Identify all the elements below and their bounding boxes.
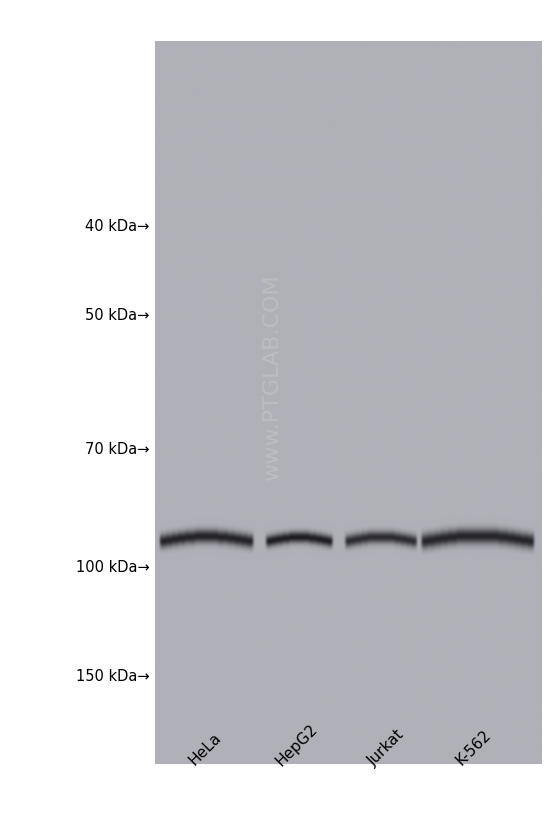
Text: 40 kDa→: 40 kDa→ <box>86 219 150 234</box>
Text: 70 kDa→: 70 kDa→ <box>86 442 150 457</box>
Text: HepG2: HepG2 <box>273 721 320 769</box>
Text: 100 kDa→: 100 kDa→ <box>76 559 150 575</box>
Text: www.PTGLAB.COM: www.PTGLAB.COM <box>263 275 282 481</box>
Text: Jurkat: Jurkat <box>366 727 408 769</box>
Text: K-562: K-562 <box>453 727 494 769</box>
Text: 50 kDa→: 50 kDa→ <box>86 307 150 323</box>
Text: 150 kDa→: 150 kDa→ <box>76 669 150 684</box>
Text: HeLa: HeLa <box>186 731 223 769</box>
Bar <box>155 42 542 764</box>
